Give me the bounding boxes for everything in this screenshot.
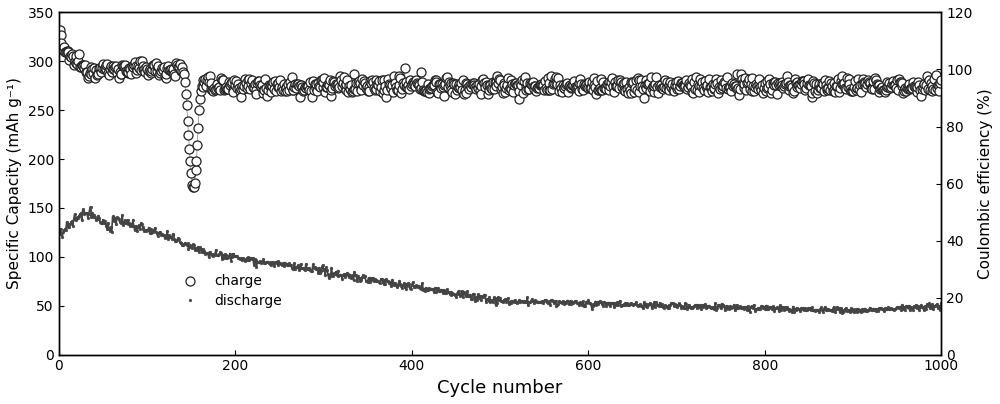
discharge (443, 289, 455, 294)
discharge (758, 305, 770, 310)
charge (144, 67, 156, 72)
charge (758, 85, 770, 90)
charge (54, 28, 66, 33)
Line: charge: charge (55, 26, 946, 192)
charge (935, 77, 947, 82)
discharge (411, 283, 423, 288)
discharge (145, 230, 157, 235)
discharge (85, 204, 97, 209)
charge (411, 81, 423, 86)
charge (742, 79, 754, 84)
charge (187, 185, 199, 190)
discharge (660, 303, 672, 308)
discharge (742, 304, 754, 309)
Line: discharge: discharge (58, 205, 943, 315)
charge (443, 80, 455, 85)
discharge (935, 301, 947, 305)
Y-axis label: Coulombic efficiency (%): Coulombic efficiency (%) (978, 88, 993, 279)
discharge (836, 311, 848, 316)
X-axis label: Cycle number: Cycle number (437, 379, 563, 397)
discharge (54, 232, 66, 237)
Legend: charge, discharge: charge, discharge (167, 269, 288, 314)
Y-axis label: Specific Capacity (mAh g⁻¹): Specific Capacity (mAh g⁻¹) (7, 78, 22, 290)
charge (660, 85, 672, 90)
